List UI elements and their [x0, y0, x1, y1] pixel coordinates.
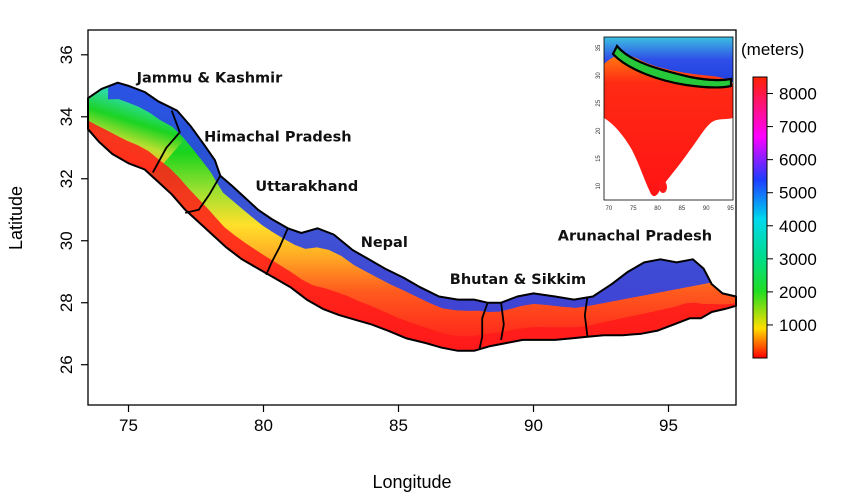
colorbar-tick-6000: 6000	[779, 151, 817, 170]
x-axis: 75 80 85 90 95 Longitude	[119, 405, 678, 492]
colorbar-tick-8000: 8000	[779, 85, 817, 104]
tick-label-x-0: 75	[119, 416, 138, 435]
colorbar: (meters) 1000 2000 3000 4000 5000 6000 7…	[741, 40, 817, 359]
inset-tick-x-2: 80	[654, 206, 661, 212]
plot-frame	[87, 29, 737, 406]
tick-label-y-1: 28	[57, 293, 76, 312]
inset-tick-y-4: 30	[596, 72, 602, 79]
label-uttarakhand: Uttarakhand	[255, 179, 358, 195]
state-borders	[152, 110, 589, 350]
colorbar-tick-5000: 5000	[779, 184, 817, 203]
x-axis-title: Longitude	[372, 472, 451, 492]
tick-label-y-0: 26	[57, 355, 76, 374]
tick-label-x-4: 95	[659, 416, 678, 435]
inset-frame	[603, 36, 734, 201]
colorbar-tick-1000: 1000	[779, 316, 817, 335]
inset-tick-y-3: 25	[596, 99, 602, 106]
state-border	[184, 175, 222, 214]
colorbar-tick-3000: 3000	[779, 250, 817, 269]
tick-label-x-3: 90	[524, 416, 543, 435]
label-jammu-kashmir: Jammu & Kashmir	[136, 71, 284, 87]
inset-tick-x-1: 75	[630, 206, 637, 212]
inset-tick-x-3: 85	[679, 206, 686, 212]
label-bhutan-sikkim: Bhutan & Sikkim	[450, 272, 586, 288]
inset-tick-x-4: 90	[703, 206, 710, 212]
tick-label-x-2: 85	[389, 416, 408, 435]
inset-tick-y-0: 10	[596, 182, 602, 189]
label-himachal-pradesh: Himachal Pradesh	[204, 130, 351, 146]
inset-map: 70 75 80 85 90 95 10 15 20 25 30 35	[596, 36, 735, 212]
inset-india	[604, 55, 733, 197]
label-nepal: Nepal	[361, 235, 408, 251]
inset-himalaya-band	[614, 48, 730, 87]
tick-label-y-5: 36	[57, 45, 76, 64]
colorbar-tick-2000: 2000	[779, 283, 817, 302]
state-border	[478, 302, 489, 350]
inset-tick-y-5: 35	[596, 44, 602, 51]
inset-tick-y-2: 20	[596, 127, 602, 134]
inset-himalaya-outline	[611, 43, 733, 89]
state-border	[583, 296, 589, 337]
colorbar-tick-7000: 7000	[779, 118, 817, 137]
inset-tick-x-0: 70	[606, 206, 613, 212]
colorbar-ramp	[752, 76, 768, 359]
tick-label-y-3: 32	[57, 169, 76, 188]
label-arunachal-pradesh: Arunachal Pradesh	[558, 229, 712, 245]
state-border	[500, 302, 505, 341]
inset-tick-x-5: 95	[727, 206, 734, 212]
tick-label-x-1: 80	[254, 416, 273, 435]
colorbar-tick-4000: 4000	[779, 217, 817, 236]
tick-label-y-2: 30	[57, 231, 76, 250]
inset-sri-lanka	[659, 181, 667, 193]
y-axis-title: Latitude	[6, 186, 26, 250]
lowland-band	[88, 120, 736, 351]
state-border	[152, 110, 181, 174]
region-outline	[87, 81, 737, 352]
region-labels: Jammu & Kashmir Himachal Pradesh Uttarak…	[136, 71, 712, 288]
inset-tick-y-1: 15	[596, 155, 602, 162]
tick-label-y-4: 34	[57, 107, 76, 126]
state-border	[265, 227, 289, 276]
y-axis: 26 28 30 32 34 36 Latitude	[6, 45, 88, 374]
colorbar-unit: (meters)	[741, 40, 804, 59]
